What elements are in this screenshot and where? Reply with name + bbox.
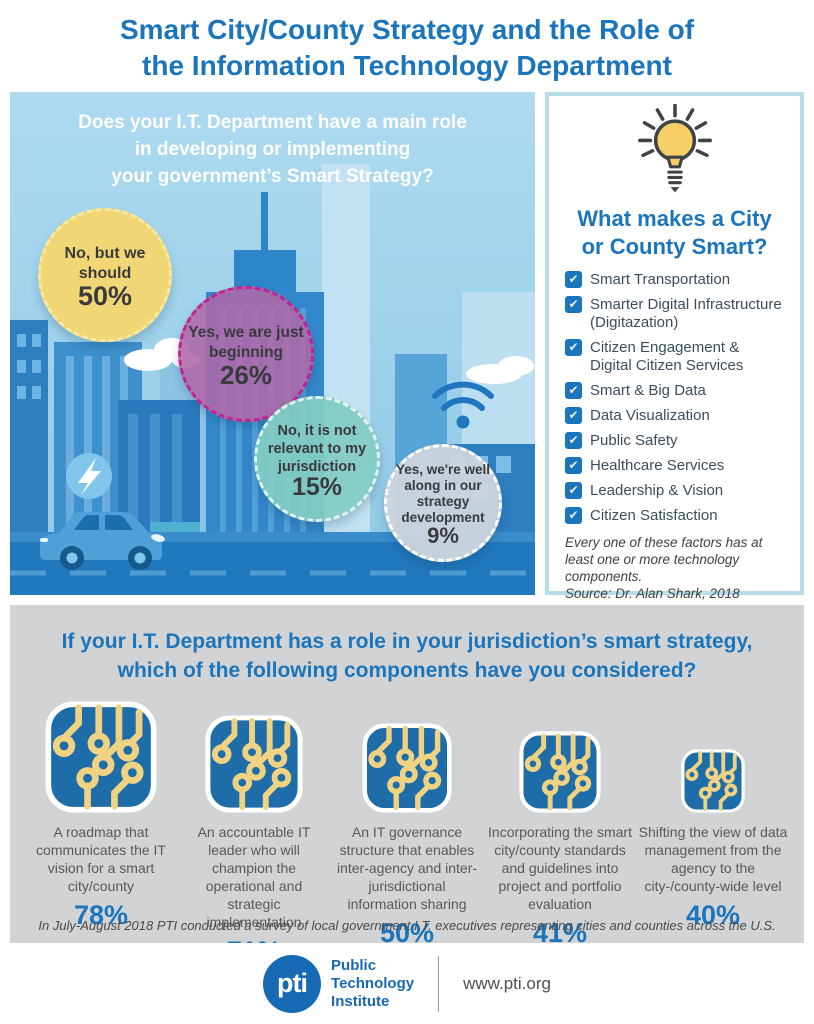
checkbox-checked-icon: ✔ [565, 382, 582, 399]
components-grid: A roadmap that communicates the IT visio… [10, 697, 804, 967]
bubble-value: 15% [291, 473, 343, 501]
component-label: Shifting the view of data management fro… [638, 824, 788, 894]
page-title-line1: Smart City/County Strategy and the Role … [119, 14, 695, 45]
survey-footnote: In July-August 2018 PTI conducted a surv… [38, 918, 776, 933]
page-title: Smart City/County Strategy and the Role … [0, 12, 814, 84]
component-label: Incorporating the smart city/county stan… [488, 824, 632, 912]
survey-question: Does your I.T. Department have a main ro… [10, 109, 535, 190]
note-source: Source: Dr. Alan Shark, 2018 [565, 586, 740, 601]
component-label: An accountable IT leader who will champi… [197, 824, 311, 930]
checklist-item: ✔ Smarter Digital Infrastructure (Digitaz… [565, 296, 784, 332]
component-value: 78% [73, 900, 129, 930]
checkbox-checked-icon: ✔ [565, 339, 582, 356]
checklist-label: Leadership & Vision [590, 482, 724, 499]
bubble-label: No, it is not relevant to my jurisdictio… [267, 423, 367, 475]
smart-checklist: ✔ Smart Transportation ✔ Smarter Digital I… [565, 271, 784, 525]
circuit-board-icon [362, 723, 452, 813]
smart-panel-heading: What makes a City or County Smart? [565, 205, 784, 261]
components-heading-line1: If your I.T. Department has a role in yo… [61, 630, 753, 653]
checklist-label: Citizen Engagement & Digital Citizen Ser… [590, 339, 744, 374]
components-heading-line2: which of the following components have y… [117, 659, 697, 682]
checkbox-checked-icon: ✔ [565, 457, 582, 474]
smart-panel-note: Every one of these factors has at least … [565, 534, 784, 602]
footer: pti Public Technology Institute www.pti.… [0, 943, 814, 1024]
bubble-label: Yes, we're well along in our strategy de… [395, 462, 491, 525]
cloud [466, 356, 534, 384]
car [40, 512, 165, 570]
note-text: Every one of these factors has at least … [565, 535, 763, 584]
bubble-no-but-we-should: No, but we should 50% [38, 208, 172, 342]
checklist-item: ✔ Public Safety [565, 432, 784, 450]
checkbox-checked-icon: ✔ [565, 271, 582, 288]
pti-logo: pti [263, 954, 322, 1013]
checklist-item: ✔ Healthcare Services [565, 457, 784, 475]
circuit-board-icon [681, 749, 745, 813]
smart-heading-line1: What makes a City [577, 206, 772, 231]
bubble-value: 50% [77, 281, 133, 311]
checkbox-checked-icon: ✔ [565, 296, 582, 313]
website-link[interactable]: www.pti.org [463, 973, 551, 993]
checklist-label: Data Visualization [590, 407, 710, 424]
bubble-value: 9% [427, 523, 459, 548]
checklist-item: ✔ Data Visualization [565, 407, 784, 425]
checklist-label: Smarter Digital Infrastructure (Digitaza… [590, 296, 782, 331]
component-governance: An IT governance structure that enables … [332, 697, 482, 967]
survey-question-line1: Does your I.T. Department have a main ro… [78, 112, 467, 133]
smart-factors-panel: What makes a City or County Smart? ✔ Smar… [545, 92, 804, 601]
bubble-value: 26% [219, 360, 273, 390]
page-title-line2: the Information Technology Department [142, 50, 672, 81]
smart-heading-line2: or County Smart? [581, 234, 768, 259]
lightning-bolt-icon [66, 453, 112, 499]
bubble-well-along: Yes, we're well along in our strategy de… [384, 444, 502, 562]
footer-divider [438, 955, 440, 1012]
component-label: A roadmap that communicates the IT visio… [36, 824, 166, 894]
bubble-label: Yes, we are just beginning [188, 324, 304, 361]
checklist-label: Smart Transportation [590, 271, 731, 288]
survey-panel: Does your I.T. Department have a main ro… [10, 92, 535, 595]
checklist-label: Citizen Satisfaction [590, 507, 718, 524]
survey-question-line2: in developing or implementing [134, 139, 411, 160]
bubble-not-relevant: No, it is not relevant to my jurisdictio… [254, 396, 380, 522]
lightbulb-icon [565, 103, 784, 203]
circuit-board-icon [519, 731, 601, 813]
checklist-item: ✔ Citizen Satisfaction [565, 507, 784, 525]
checkbox-checked-icon: ✔ [565, 482, 582, 499]
circuit-board-icon [205, 715, 303, 813]
checklist-item: ✔ Leadership & Vision [565, 482, 784, 500]
component-data-management: Shifting the view of data management fro… [638, 697, 788, 967]
checklist-label: Smart & Big Data [590, 382, 706, 399]
components-heading: If your I.T. Department has a role in yo… [10, 627, 804, 685]
checkbox-checked-icon: ✔ [565, 407, 582, 424]
components-section: If your I.T. Department has a role in yo… [10, 605, 804, 966]
component-value: 40% [685, 900, 741, 930]
checklist-label: Public Safety [590, 432, 678, 449]
bubble-just-beginning: Yes, we are just beginning 26% [178, 286, 314, 422]
circuit-board-icon [45, 701, 157, 813]
checklist-item: ✔ Smart & Big Data [565, 382, 784, 400]
checklist-item: ✔ Citizen Engagement & Digital Citizen Se… [565, 339, 784, 375]
checkbox-checked-icon: ✔ [565, 507, 582, 524]
component-label: An IT governance structure that enables … [336, 824, 478, 912]
survey-question-line3: your government’s Smart Strategy? [111, 166, 434, 187]
wifi-icon [432, 381, 494, 429]
component-roadmap: A roadmap that communicates the IT visio… [26, 697, 176, 967]
bubble-label: No, but we should [64, 245, 146, 282]
org-name: Public Technology Institute [331, 956, 415, 1010]
checkbox-checked-icon: ✔ [565, 432, 582, 449]
checklist-label: Healthcare Services [590, 457, 725, 474]
checklist-item: ✔ Smart Transportation [565, 271, 784, 289]
